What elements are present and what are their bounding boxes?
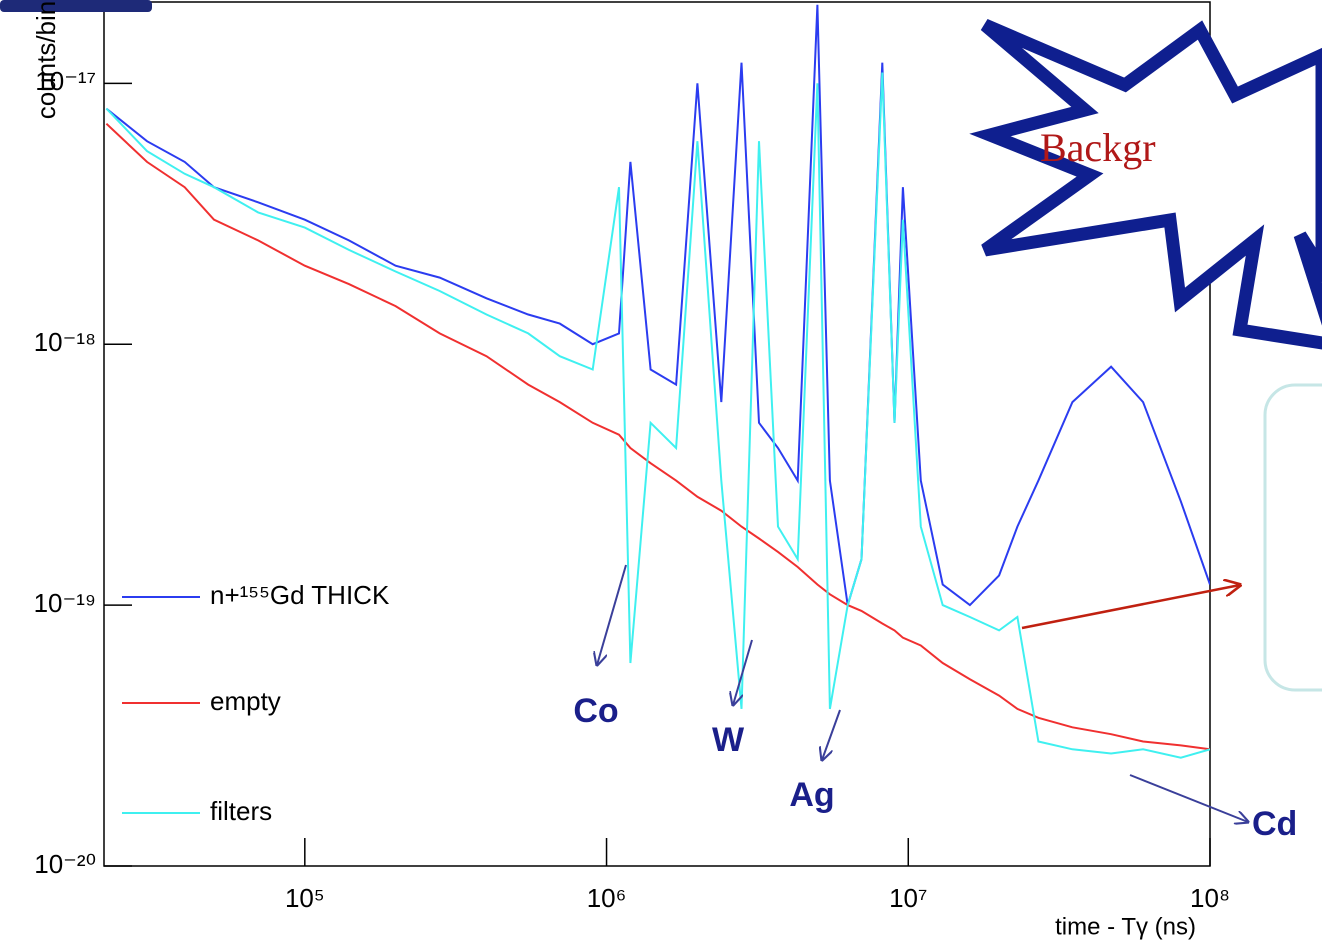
arrow [1021,585,1240,630]
header-tab [0,0,152,12]
arrow [733,639,753,705]
annotation: Co [573,692,618,730]
series-line [105,122,1210,751]
legend-label: n+¹⁵⁵Gd THICK [210,580,390,610]
callout-box [1263,383,1322,692]
legend-label: empty [210,686,281,716]
plot-frame [103,1,1211,867]
arrow [597,564,627,665]
y-tick-label: 10⁻¹⁸ [34,327,96,357]
y-tick-label: 10⁻¹⁷ [35,66,96,96]
annotation: Ag [789,776,834,814]
y-tick-label: 10⁻²⁰ [34,849,96,879]
plot-area [105,4,1210,759]
x-tick-label: 10⁵ [285,883,325,913]
annotation: W [712,721,745,759]
x-tick-label: 10⁸ [1190,883,1230,913]
legend-label: filters [210,796,272,826]
x-tick-label: 10⁶ [587,883,627,913]
starburst-text: Backgr [1040,125,1156,170]
arrow [1129,774,1248,822]
arrow [822,709,841,760]
x-tick-label: 10⁷ [889,883,927,913]
series-line [105,72,1210,759]
starburst [969,19,1322,350]
series-line [105,4,1210,607]
y-tick-label: 10⁻¹⁹ [34,588,96,618]
annotation: Cd [1252,805,1297,843]
y-axis-label: counts/bin [31,1,61,120]
x-axis-label: time - Tγ (ns) [1055,913,1196,940]
